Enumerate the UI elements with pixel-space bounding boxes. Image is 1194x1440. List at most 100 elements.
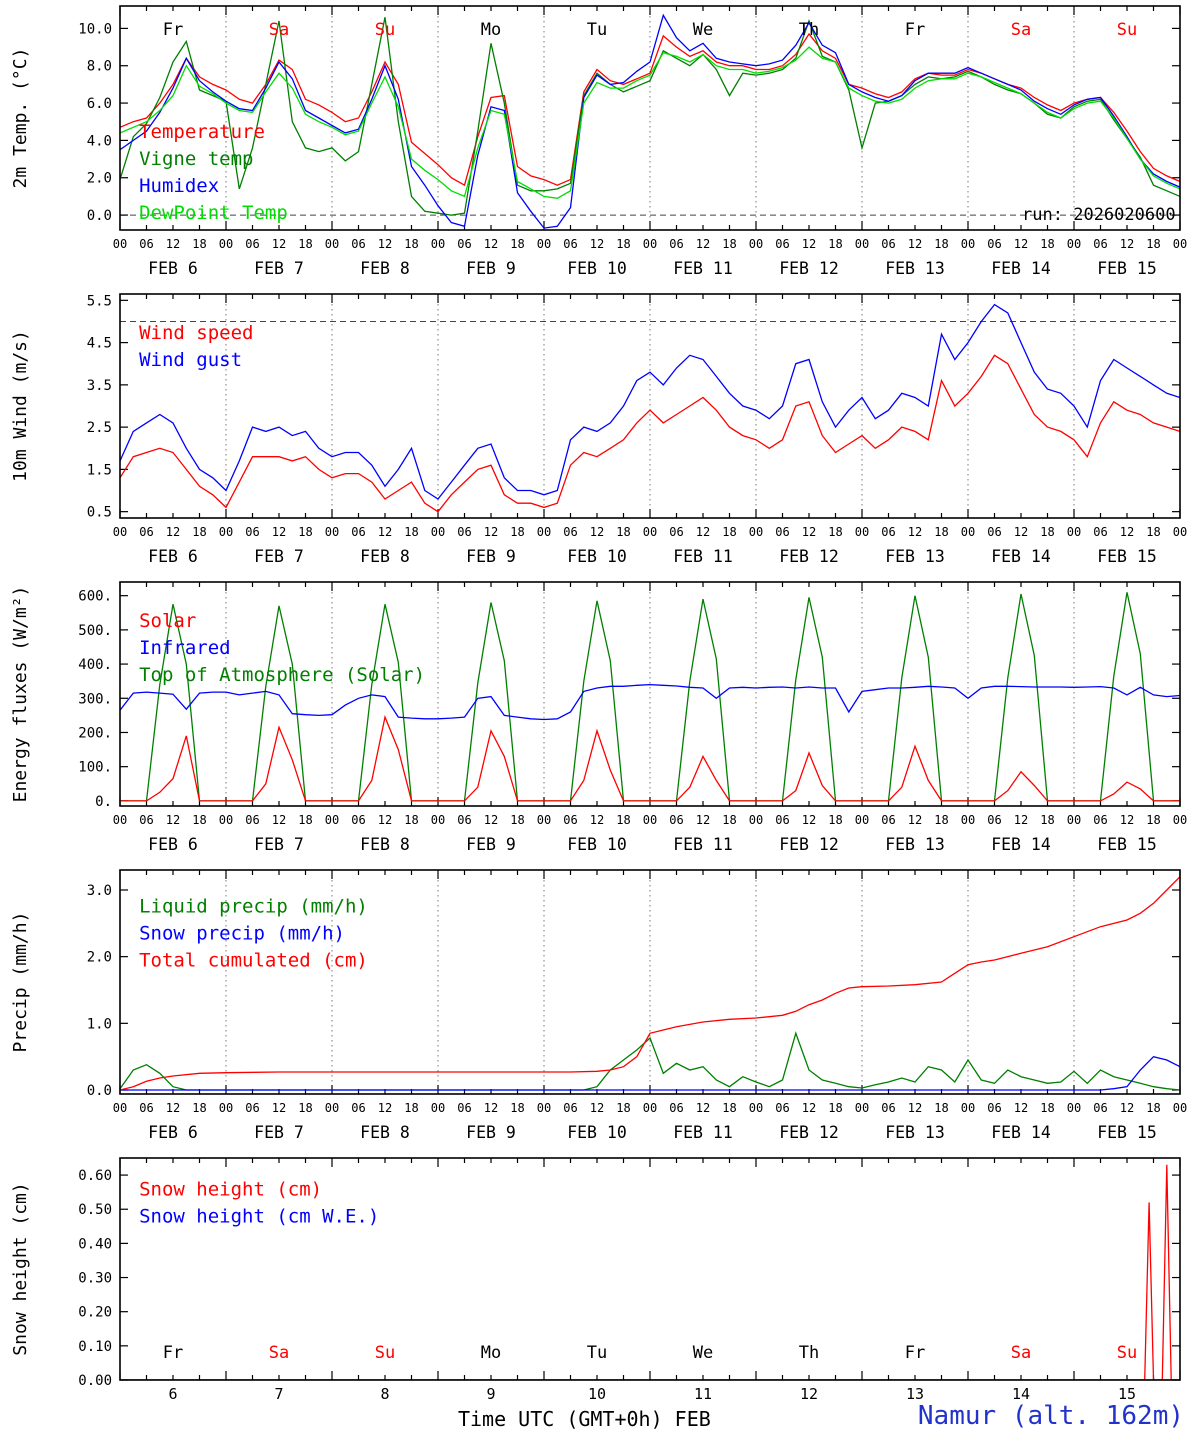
hour-tick-label: 18 [510,1101,524,1115]
hour-tick-label: 12 [696,813,710,827]
hour-tick-label: 18 [1146,813,1160,827]
hour-tick-label: 18 [1146,1101,1160,1115]
weekday-label: Sa [269,1343,289,1363]
hour-tick-label: 12 [484,237,498,251]
series-top-of-atmosphere-solar- [120,592,1180,802]
day-label: FEB 9 [466,547,516,566]
legend-vigne-temp: Vigne temp [139,148,253,170]
hour-tick-label: 18 [192,1101,206,1115]
weekday-label: Sa [269,20,289,40]
hour-tick-label: 00 [855,525,869,539]
hour-tick-label: 18 [510,237,524,251]
y-tick-label: 2.0 [87,950,112,966]
hour-tick-label: 06 [987,1101,1001,1115]
legend-total-cumulated-cm-: Total cumulated (cm) [139,950,368,972]
day-label: FEB 11 [673,259,733,278]
y-tick-label: 10.0 [78,21,112,37]
y-tick-label: 4.0 [87,133,112,149]
y-tick-label: 0.30 [78,1271,112,1287]
hour-tick-label: 12 [908,1101,922,1115]
hour-tick-label: 12 [378,813,392,827]
hour-tick-label: 12 [166,525,180,539]
hour-tick-label: 00 [219,237,233,251]
y-axis-title: Energy fluxes (W/m²) [10,586,31,803]
day-label: FEB 8 [360,835,410,854]
series-humidex [120,13,1180,229]
hour-tick-label: 06 [351,237,365,251]
hour-tick-label: 12 [484,525,498,539]
hour-tick-label: 18 [404,1101,418,1115]
weekday-label: Su [375,20,395,40]
weekday-label: Tu [587,20,607,40]
y-tick-label: 0.20 [78,1305,112,1321]
y-tick-label: 0.60 [78,1168,112,1184]
day-label: FEB 11 [673,547,733,566]
series-group [120,303,1180,513]
weekday-label: Su [1117,20,1137,40]
hour-tick-label: 18 [1040,1101,1054,1115]
day-number-label: 6 [168,1385,177,1400]
hour-tick-label: 18 [934,1101,948,1115]
hour-tick-label: 00 [1067,813,1081,827]
day-label: FEB 14 [991,547,1051,566]
y-tick-label: 8.0 [87,59,112,75]
hour-tick-label: 18 [404,525,418,539]
day-number-label: 11 [694,1385,712,1400]
hour-tick-label: 06 [775,1101,789,1115]
hour-tick-label: 06 [351,813,365,827]
hour-tick-label: 06 [881,1101,895,1115]
day-label: FEB 6 [148,835,198,854]
hour-tick-label: 06 [987,813,1001,827]
hour-tick-label: 00 [1067,237,1081,251]
day-label: FEB 12 [779,547,839,566]
plot-border [119,1157,1181,1381]
day-number-label: 9 [486,1385,495,1400]
hour-tick-label: 06 [775,525,789,539]
hour-tick-label: 18 [510,813,524,827]
y-tick-label: 400. [78,657,112,673]
hour-tick-label: 12 [590,525,604,539]
hour-tick-label: 12 [590,1101,604,1115]
y-tick-label: 0.5 [87,505,112,521]
day-label: FEB 7 [254,835,304,854]
hour-tick-label: 18 [616,237,630,251]
series-dewpoint-temp [120,46,1180,199]
energy-fluxes-chart: 0. 100. 200. 300. 400. 500. 600. Energy fluxes … [10,581,1187,854]
hour-tick-label: 06 [669,1101,683,1115]
hour-tick-label: 00 [643,525,657,539]
hour-tick-label: 00 [431,813,445,827]
day-label: FEB 13 [885,259,945,278]
hour-tick-label: 12 [272,525,286,539]
annotation: run: 2026020600 [1022,205,1176,225]
hour-tick-label: 12 [166,1101,180,1115]
hour-tick-label: 06 [669,237,683,251]
hour-tick-label: 12 [908,525,922,539]
hour-tick-label: 12 [272,1101,286,1115]
hour-tick-label: 18 [934,525,948,539]
temperature-panel: 0.0 2.0 4.0 6.0 8.0 10.0 2m Temp. (°C) 00 06 12 18… [0,0,1194,288]
precip-chart: 0.0 1.0 2.0 3.0 Precip (mm/h) 00 06 12 18 00 06 12 1… [10,869,1187,1142]
hour-tick-label: 18 [722,813,736,827]
y-tick-label: 300. [78,691,112,707]
day-label: FEB 15 [1097,547,1157,566]
y-tick-label: 0.40 [78,1236,112,1252]
hour-tick-label: 12 [166,237,180,251]
weekday-label: Mo [481,1343,501,1363]
weekday-label: Tu [587,1343,607,1363]
hour-tick-label: 06 [139,525,153,539]
y-tick-label: 0.0 [87,208,112,224]
hour-tick-label: 12 [1014,237,1028,251]
hour-tick-label: 00 [1173,525,1187,539]
hour-tick-label: 06 [881,525,895,539]
precip-panel: 0.0 1.0 2.0 3.0 Precip (mm/h) 00 06 12 18 00 06 12 1… [0,864,1194,1152]
weekday-label: Fr [163,20,183,40]
day-label: FEB 15 [1097,1123,1157,1142]
y-tick-label: 3.0 [87,883,112,899]
hour-tick-label: 00 [113,237,127,251]
hour-tick-label: 18 [298,1101,312,1115]
hour-tick-label: 18 [298,525,312,539]
hour-tick-label: 06 [563,237,577,251]
day-label: FEB 9 [466,1123,516,1142]
hour-tick-label: 18 [616,813,630,827]
